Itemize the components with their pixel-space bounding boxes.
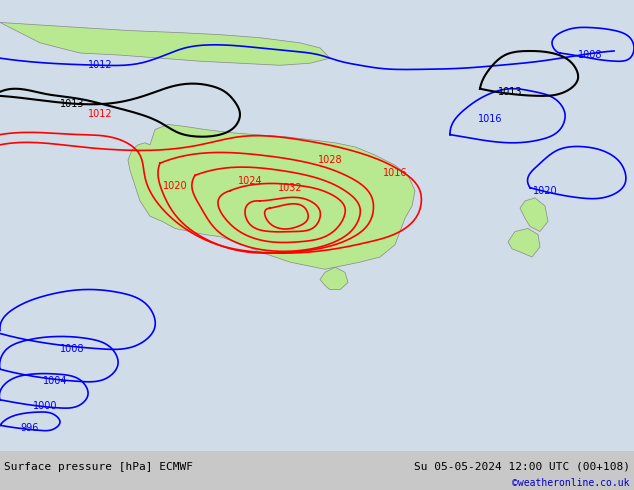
Text: 996: 996 bbox=[21, 423, 39, 433]
Text: Su 05-05-2024 12:00 UTC (00+108): Su 05-05-2024 12:00 UTC (00+108) bbox=[414, 462, 630, 472]
Text: 1032: 1032 bbox=[278, 183, 302, 193]
Text: 1016: 1016 bbox=[478, 114, 502, 124]
Polygon shape bbox=[320, 267, 348, 290]
Text: 1013: 1013 bbox=[60, 99, 84, 109]
Text: 1008: 1008 bbox=[60, 344, 84, 354]
Polygon shape bbox=[520, 198, 548, 231]
Polygon shape bbox=[128, 124, 415, 270]
Text: 1012: 1012 bbox=[87, 109, 112, 119]
Text: 1012: 1012 bbox=[87, 60, 112, 70]
Text: 1013: 1013 bbox=[498, 87, 522, 97]
FancyBboxPatch shape bbox=[0, 0, 634, 451]
Text: Surface pressure [hPa] ECMWF: Surface pressure [hPa] ECMWF bbox=[4, 462, 193, 472]
Text: 1028: 1028 bbox=[318, 155, 342, 165]
Text: 1000: 1000 bbox=[33, 401, 57, 411]
Polygon shape bbox=[0, 23, 330, 65]
Text: 1016: 1016 bbox=[383, 169, 407, 178]
Text: 1024: 1024 bbox=[238, 175, 262, 186]
Text: 1004: 1004 bbox=[42, 376, 67, 387]
Text: 1020: 1020 bbox=[533, 186, 557, 196]
Text: 1008: 1008 bbox=[578, 50, 602, 60]
Text: 1020: 1020 bbox=[163, 181, 187, 191]
Text: ©weatheronline.co.uk: ©weatheronline.co.uk bbox=[512, 478, 630, 488]
Polygon shape bbox=[508, 228, 540, 257]
